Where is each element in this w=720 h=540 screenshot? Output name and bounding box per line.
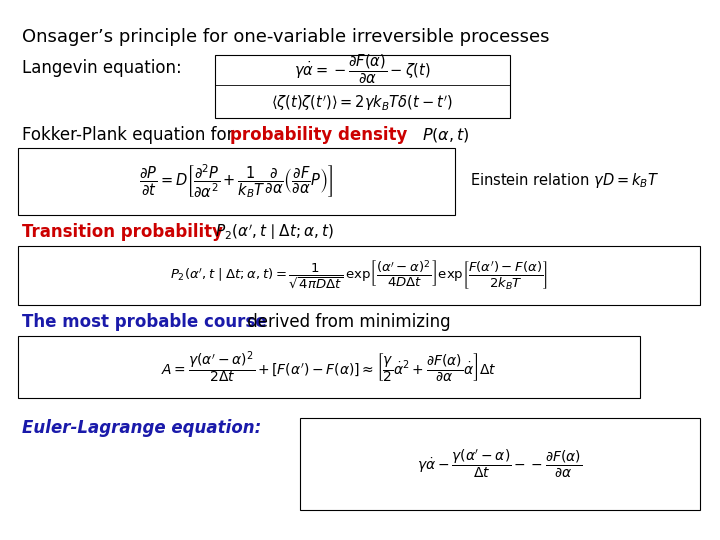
Text: $\gamma\dot{\alpha} - \dfrac{\gamma(\alpha'-\alpha)}{\Delta t} - -\dfrac{\partia: $\gamma\dot{\alpha} - \dfrac{\gamma(\alp…: [418, 448, 582, 480]
Text: $P_2(\alpha', t \mid \Delta t;\alpha, t) = \dfrac{1}{\sqrt{4\pi D\Delta t}}\,\ex: $P_2(\alpha', t \mid \Delta t;\alpha, t)…: [170, 259, 548, 291]
Text: $P_2(\alpha', t \mid \Delta t;\alpha, t)$: $P_2(\alpha', t \mid \Delta t;\alpha, t)…: [215, 222, 334, 242]
Text: Langevin equation:: Langevin equation:: [22, 59, 181, 77]
Text: Transition probability: Transition probability: [22, 223, 223, 241]
Text: Fokker-Plank equation for: Fokker-Plank equation for: [22, 126, 239, 144]
Text: $\gamma\dot{\alpha} = -\dfrac{\partial F(\alpha)}{\partial\alpha} - \zeta(t)$: $\gamma\dot{\alpha} = -\dfrac{\partial F…: [294, 52, 431, 86]
Text: probability density: probability density: [230, 126, 408, 144]
Text: Onsager’s principle for one-variable irreversible processes: Onsager’s principle for one-variable irr…: [22, 28, 549, 46]
Text: $P(\alpha, t)$: $P(\alpha, t)$: [422, 126, 470, 144]
Text: $A = \dfrac{\gamma(\alpha'-\alpha)^2}{2\Delta t} + [F(\alpha')-F(\alpha)] \appro: $A = \dfrac{\gamma(\alpha'-\alpha)^2}{2\…: [161, 349, 497, 385]
Bar: [18, 336, 640, 398]
Bar: [18, 246, 700, 305]
Text: $\dfrac{\partial P}{\partial t} = D\left[\dfrac{\partial^2 P}{\partial\alpha^2} : $\dfrac{\partial P}{\partial t} = D\left…: [139, 162, 333, 200]
Text: $\langle\zeta(t)\zeta(t')\rangle = 2\gamma k_B T\delta(t-t')$: $\langle\zeta(t)\zeta(t')\rangle = 2\gam…: [271, 93, 453, 113]
Text: Euler-Lagrange equation:: Euler-Lagrange equation:: [22, 419, 261, 437]
Bar: [300, 418, 700, 510]
Bar: [18, 148, 455, 215]
Text: derived from minimizing: derived from minimizing: [242, 313, 451, 331]
Text: The most probable course: The most probable course: [22, 313, 266, 331]
Bar: [215, 55, 510, 118]
Text: Einstein relation $\gamma D = k_B T$: Einstein relation $\gamma D = k_B T$: [470, 172, 660, 191]
